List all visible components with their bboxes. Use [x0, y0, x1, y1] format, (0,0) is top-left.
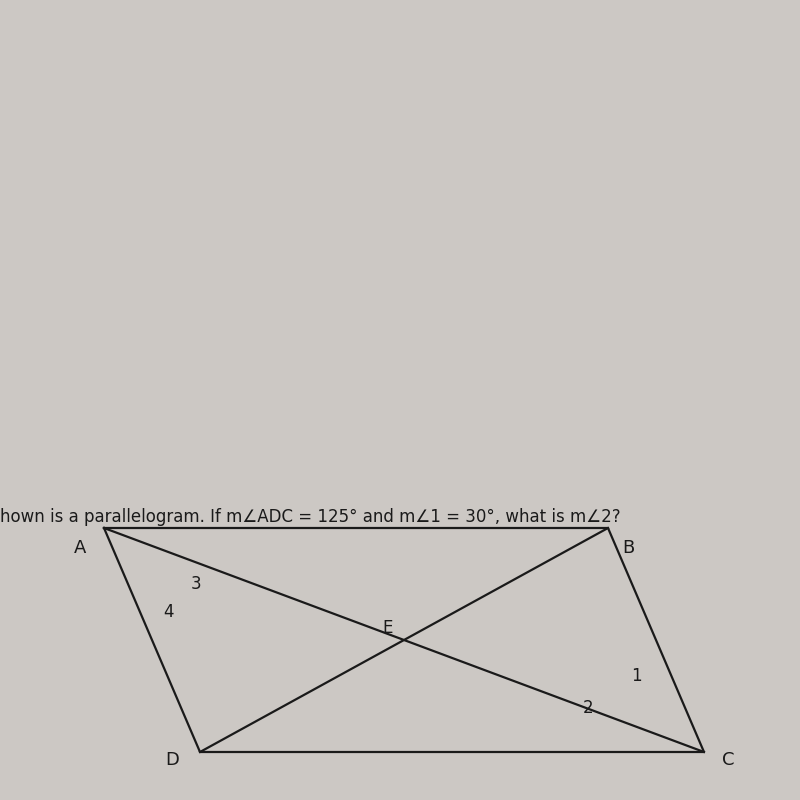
Text: 1: 1 [630, 667, 642, 685]
Text: 3: 3 [190, 575, 202, 593]
Text: 2: 2 [582, 699, 594, 717]
Text: hown is a parallelogram. If m∠ADC = 125° and m∠1 = 30°, what is m∠2?: hown is a parallelogram. If m∠ADC = 125°… [0, 508, 621, 526]
Text: 4: 4 [162, 603, 174, 621]
Text: A: A [74, 539, 86, 557]
Text: C: C [722, 751, 734, 769]
Text: E: E [383, 619, 393, 637]
Text: B: B [622, 539, 634, 557]
Text: D: D [165, 751, 179, 769]
